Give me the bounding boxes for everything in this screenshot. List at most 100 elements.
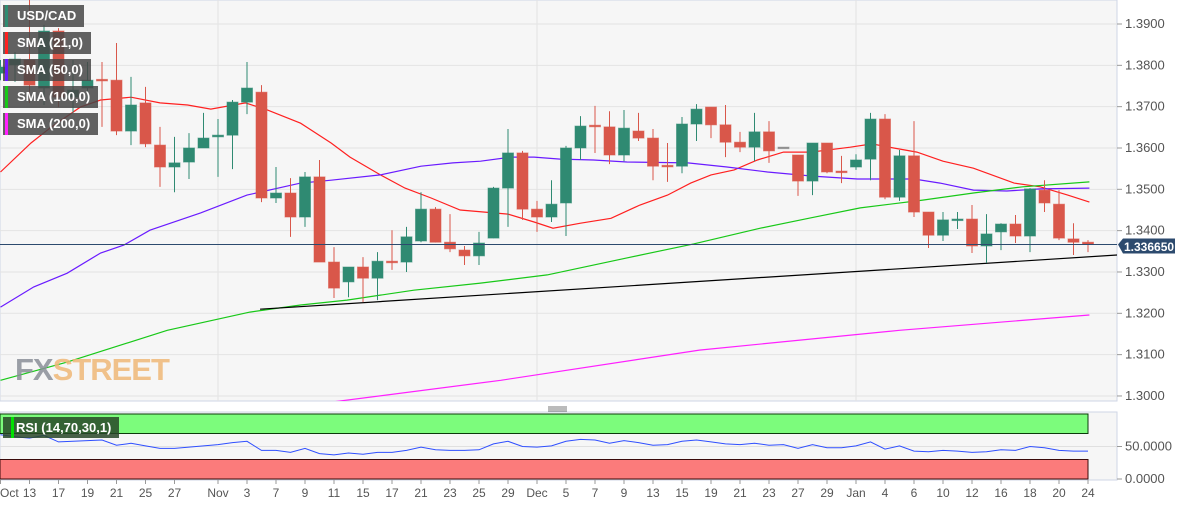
candle <box>458 245 471 265</box>
candle-body <box>908 155 920 213</box>
candle <box>516 150 529 220</box>
candle <box>284 178 297 237</box>
x-tick-label: Dec <box>526 486 547 500</box>
candle-body <box>763 131 775 152</box>
candle <box>1053 190 1065 241</box>
candle-body <box>1038 189 1051 204</box>
candle <box>835 155 848 184</box>
candle-body <box>487 187 500 239</box>
candle <box>429 207 442 243</box>
x-tick-label: 21 <box>110 486 124 500</box>
candle <box>879 114 891 200</box>
candle-body <box>632 130 645 139</box>
candle-body <box>444 241 456 250</box>
x-tick-label: 13 <box>646 486 660 500</box>
legend-sma-100[interactable]: SMA (100,0) <box>3 86 99 108</box>
candle <box>270 167 282 203</box>
legend-color-swatch <box>5 59 8 81</box>
candle-body <box>864 118 877 160</box>
candle-body <box>328 261 340 289</box>
candle-body <box>734 141 746 148</box>
candle <box>676 116 688 174</box>
candle-body <box>835 170 848 174</box>
main-pane-background <box>0 0 1118 402</box>
legend-symbol[interactable]: USD/CAD <box>3 5 85 27</box>
candle-body <box>589 124 601 128</box>
candle <box>531 200 543 232</box>
candle-body <box>937 219 949 236</box>
candle <box>937 212 949 241</box>
candle-body <box>284 192 297 218</box>
candle-body <box>951 218 964 222</box>
x-tick-label: 5 <box>563 486 570 500</box>
fxstreet-logo: FXSTREET <box>15 352 170 387</box>
time-axis[interactable]: Oct 13 17 19 21 25 27 Nov 3 7 9 11 15 17 21 23 25 29 Dec 5 7… <box>0 480 1095 500</box>
candle-body <box>603 126 616 156</box>
candle <box>255 85 268 203</box>
rsi-pane: 50.0000 0.0000 <box>0 413 1172 486</box>
candle <box>705 106 717 139</box>
x-tick-label: 12 <box>965 486 979 500</box>
x-tick-label: 25 <box>472 486 486 500</box>
price-axis[interactable]: 1.3900 1.3800 1.3700 1.3600 1.3500 1.3400 1.33… <box>1117 16 1165 403</box>
legend-sma-50[interactable]: SMA (50,0) <box>3 59 91 81</box>
candles <box>0 0 1094 303</box>
candle-body <box>415 208 427 242</box>
candle-body <box>458 249 471 257</box>
x-tick-label: 17 <box>52 486 66 500</box>
candle-body <box>400 236 413 263</box>
candle <box>777 146 790 150</box>
y-tick-label: 1.3200 <box>1125 305 1165 320</box>
legend-color-swatch <box>5 5 8 27</box>
candle-body <box>792 154 804 182</box>
x-tick-label: 9 <box>621 486 628 500</box>
x-tick-label: 9 <box>302 486 309 500</box>
candle-body <box>879 118 891 198</box>
candle <box>1009 214 1022 244</box>
trendline-layer <box>260 254 1117 310</box>
rsi-oversold-zone <box>0 459 1089 480</box>
candle <box>734 131 746 153</box>
x-tick-label: 19 <box>81 486 95 500</box>
candle-body <box>821 142 833 173</box>
current-price-badge <box>1118 238 1175 254</box>
candle-body <box>342 266 355 283</box>
candle-body <box>371 260 384 279</box>
y-tick-label: 1.3900 <box>1125 16 1165 31</box>
legend-sma-21[interactable]: SMA (21,0) <box>3 32 91 54</box>
x-tick-label: 23 <box>762 486 776 500</box>
candle <box>589 105 601 153</box>
candle <box>1024 188 1036 253</box>
candle-body <box>560 147 572 204</box>
candle-body <box>748 131 761 148</box>
splitter-handle-icon[interactable] <box>548 406 567 412</box>
legend-rsi[interactable]: RSI (14,70,30,1) <box>3 417 120 438</box>
candle-body <box>168 162 181 168</box>
legend-sma-200[interactable]: SMA (200,0) <box>3 113 99 135</box>
candle-body <box>574 125 587 149</box>
legend-label: RSI (14,70,30,1) <box>16 420 112 435</box>
candle-body <box>241 87 253 103</box>
candle-body <box>980 233 993 247</box>
y-tick-label: 1.3000 <box>1125 388 1165 403</box>
x-tick-label: 25 <box>139 486 153 500</box>
candle <box>603 111 616 165</box>
x-tick-label: 29 <box>820 486 834 500</box>
candle-body <box>183 147 195 163</box>
x-tick-label: 18 <box>1023 486 1037 500</box>
rsi-y-tick-label: 0.0000 <box>1125 471 1165 486</box>
candle <box>502 128 514 227</box>
candle <box>342 266 355 298</box>
candle <box>980 214 993 263</box>
candle-body <box>110 79 123 132</box>
candle <box>661 143 674 182</box>
legend-label: SMA (50,0) <box>17 62 83 77</box>
legend-label: SMA (100,0) <box>17 89 91 104</box>
candle <box>212 119 224 177</box>
x-tick-label: 21 <box>414 486 428 500</box>
legend-label: SMA (21,0) <box>17 35 83 50</box>
candle-body <box>386 260 398 264</box>
candle-body <box>1082 241 1094 245</box>
candle <box>806 142 819 196</box>
